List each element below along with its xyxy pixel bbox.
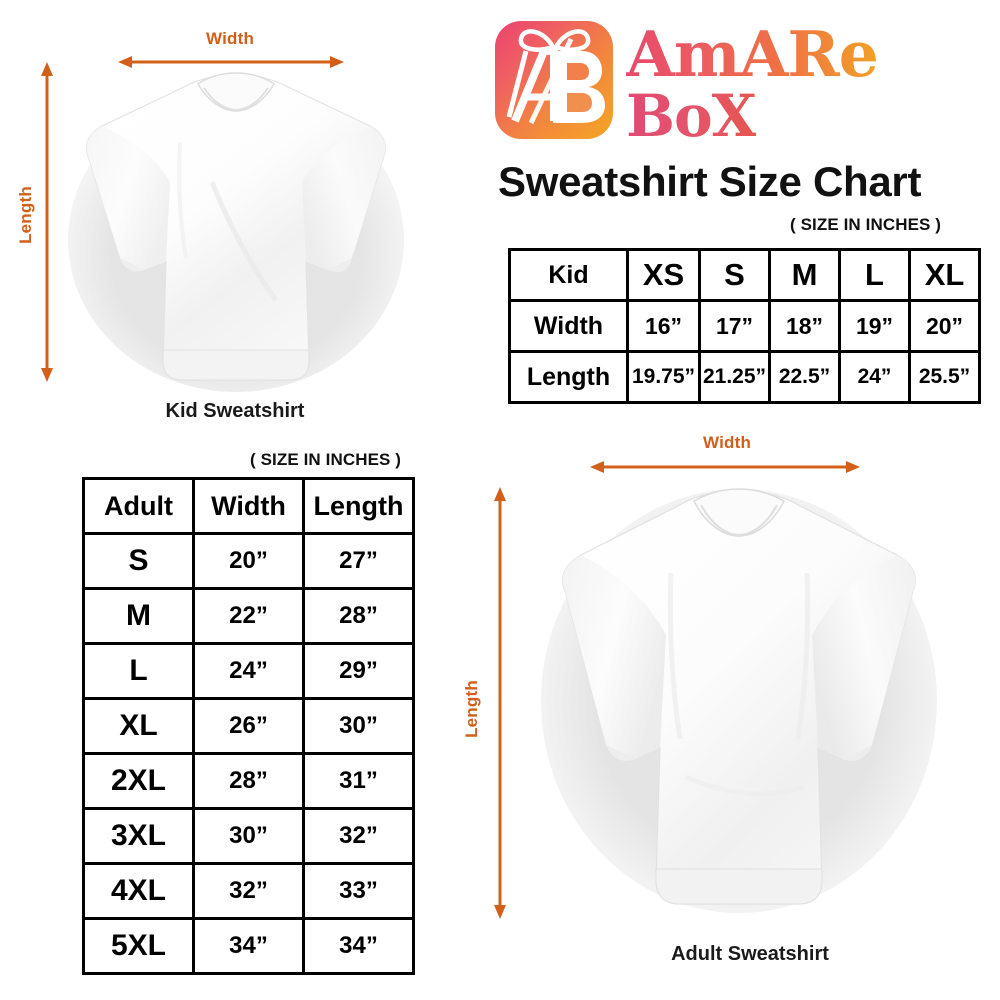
kid-size-table: Kid XS S M L XL Width 16” 17” 18” 19” 20…	[508, 248, 981, 404]
adult-width-5xl: 34”	[192, 917, 305, 975]
kid-width-xl: 20”	[908, 299, 981, 353]
adult-size-l: L	[82, 642, 195, 700]
adult-width-arrow	[590, 461, 860, 473]
kid-sweatshirt-caption: Kid Sweatshirt	[165, 400, 305, 422]
table-row: 5XL 34” 34”	[82, 917, 415, 975]
kid-size-l: L	[838, 248, 911, 302]
adult-length-arrow	[494, 487, 506, 919]
table-row: L 24” 29”	[82, 642, 415, 700]
kid-sweatshirt-image	[68, 72, 404, 392]
adult-size-3xl: 3XL	[82, 807, 195, 865]
adult-length-2xl: 31”	[302, 752, 415, 810]
kid-row-label-length: Length	[508, 350, 629, 404]
kid-size-xs: XS	[626, 248, 701, 302]
adult-length-5xl: 34”	[302, 917, 415, 975]
kid-size-table-wrapper: Kid XS S M L XL Width 16” 17” 18” 19” 20…	[508, 248, 981, 404]
kid-length-l: 24”	[838, 350, 911, 404]
kid-size-s: S	[698, 248, 771, 302]
adult-size-m: M	[82, 587, 195, 645]
kid-width-m: 18”	[768, 299, 841, 353]
adult-length-s: 27”	[302, 532, 415, 590]
kid-length-xl: 25.5”	[908, 350, 981, 404]
page-title: Sweatshirt Size Chart	[498, 158, 922, 205]
table-row-adult-header: Adult Width Length	[82, 477, 415, 535]
table-row-kid-length: Length 19.75” 21.25” 22.5” 24” 25.5”	[508, 350, 981, 404]
kid-sweatshirt-panel: Width Length	[0, 0, 470, 435]
kid-row-label-width: Width	[508, 299, 629, 353]
adult-size-s: S	[82, 532, 195, 590]
table-row: S 20” 27”	[82, 532, 415, 590]
kid-width-s: 17”	[698, 299, 771, 353]
adult-length-label: Length	[461, 680, 481, 738]
adult-sweatshirt-caption: Adult Sweatshirt	[671, 943, 829, 965]
adult-width-m: 22”	[192, 587, 305, 645]
adult-sweatshirt-panel: Width Length	[450, 425, 1000, 980]
adult-length-xl: 30”	[302, 697, 415, 755]
brand-wordmark-box: BoX	[626, 82, 757, 150]
kid-table-units-note: ( SIZE IN INCHES )	[790, 215, 942, 234]
adult-sweatshirt-image	[541, 488, 937, 913]
adult-width-l: 24”	[192, 642, 305, 700]
adult-size-table-wrapper: Adult Width Length S 20” 27” M 22” 28” L…	[82, 477, 415, 975]
adult-width-4xl: 32”	[192, 862, 305, 920]
table-row: XL 26” 30”	[82, 697, 415, 755]
adult-width-2xl: 28”	[192, 752, 305, 810]
adult-size-xl: XL	[82, 697, 195, 755]
kid-length-label: Length	[15, 186, 35, 244]
adult-header-width: Width	[192, 477, 305, 535]
adult-size-4xl: 4XL	[82, 862, 195, 920]
adult-size-5xl: 5XL	[82, 917, 195, 975]
kid-length-s: 21.25”	[698, 350, 771, 404]
kid-length-m: 22.5”	[768, 350, 841, 404]
adult-width-3xl: 30”	[192, 807, 305, 865]
adult-length-3xl: 32”	[302, 807, 415, 865]
kid-size-m: M	[768, 248, 841, 302]
adult-header-length: Length	[302, 477, 415, 535]
adult-length-4xl: 33”	[302, 862, 415, 920]
table-row: 4XL 32” 33”	[82, 862, 415, 920]
brand-header: AmARe BoX	[490, 18, 990, 163]
table-row: 3XL 30” 32”	[82, 807, 415, 865]
adult-size-table: Adult Width Length S 20” 27” M 22” 28” L…	[82, 477, 415, 975]
kid-length-xs: 19.75”	[626, 350, 701, 404]
adult-table-units-note: ( SIZE IN INCHES )	[250, 450, 402, 469]
adult-length-m: 28”	[302, 587, 415, 645]
kid-width-label: Width	[206, 29, 255, 48]
kid-table-corner-label: Kid	[508, 248, 629, 302]
table-row-kid-width: Width 16” 17” 18” 19” 20”	[508, 299, 981, 353]
kid-width-l: 19”	[838, 299, 911, 353]
adult-width-label: Width	[703, 433, 752, 452]
adult-length-l: 29”	[302, 642, 415, 700]
kid-length-arrow	[41, 62, 53, 382]
table-row: M 22” 28”	[82, 587, 415, 645]
gift-box-monogram-icon	[495, 21, 613, 139]
adult-width-s: 20”	[192, 532, 305, 590]
adult-header-size: Adult	[82, 477, 195, 535]
table-row-kid-header: Kid XS S M L XL	[508, 248, 981, 302]
adult-width-xl: 26”	[192, 697, 305, 755]
adult-size-2xl: 2XL	[82, 752, 195, 810]
table-row: 2XL 28” 31”	[82, 752, 415, 810]
kid-size-xl: XL	[908, 248, 981, 302]
kid-width-xs: 16”	[626, 299, 701, 353]
brand-wordmark-amare: AmARe	[626, 17, 879, 91]
